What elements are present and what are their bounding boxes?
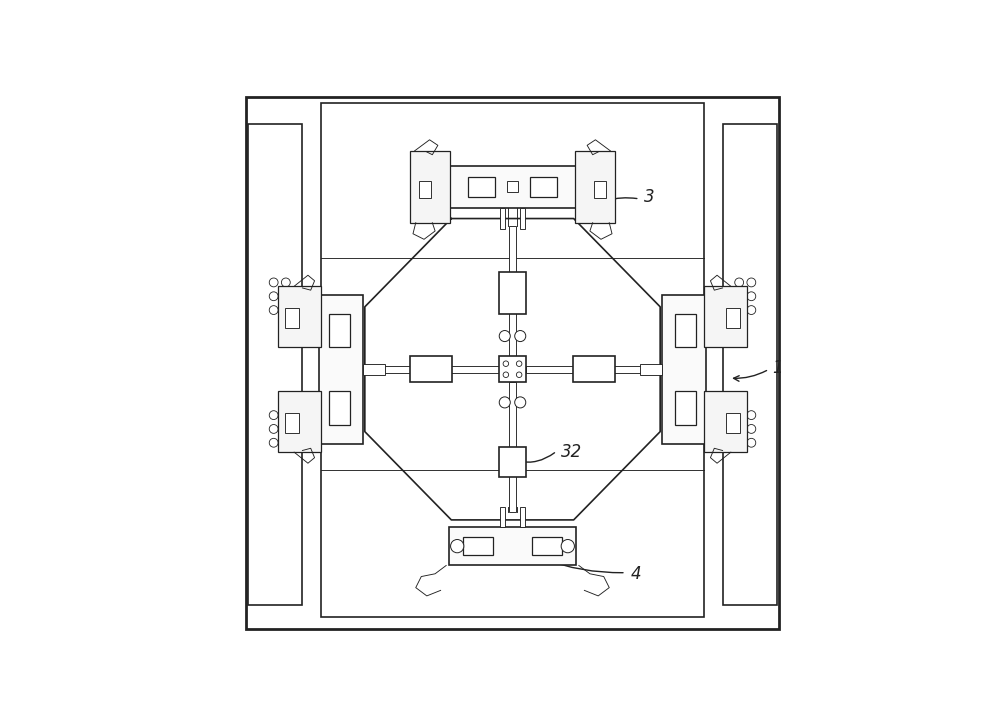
Bar (520, 508, 525, 527)
Bar (419, 181, 431, 198)
Bar (726, 309, 740, 327)
Bar (449, 527, 576, 566)
Bar (319, 294, 363, 444)
Circle shape (269, 411, 278, 419)
Circle shape (269, 292, 278, 301)
Bar (363, 364, 385, 375)
Circle shape (735, 438, 744, 447)
Circle shape (747, 411, 756, 419)
Bar (499, 356, 526, 383)
Bar (410, 356, 452, 383)
Circle shape (515, 397, 526, 408)
Circle shape (561, 539, 574, 553)
Bar (526, 366, 656, 373)
Circle shape (269, 438, 278, 447)
Bar (507, 181, 518, 192)
Circle shape (747, 278, 756, 287)
Circle shape (516, 361, 522, 366)
Circle shape (735, 278, 744, 287)
Bar (278, 286, 321, 347)
Bar (675, 391, 696, 424)
Bar (500, 508, 505, 527)
Bar (726, 414, 740, 433)
Circle shape (515, 330, 526, 342)
Bar (285, 414, 299, 433)
Bar (594, 181, 606, 198)
Circle shape (747, 292, 756, 301)
Circle shape (747, 424, 756, 434)
Bar (575, 151, 615, 223)
Bar (520, 208, 525, 228)
Bar (410, 151, 450, 223)
Circle shape (269, 278, 278, 287)
Bar (530, 177, 557, 197)
Circle shape (747, 306, 756, 314)
Bar (449, 166, 576, 208)
Bar (499, 447, 526, 477)
Bar (509, 383, 516, 513)
Circle shape (281, 411, 290, 419)
Circle shape (269, 306, 278, 314)
Circle shape (503, 361, 509, 366)
Bar (321, 103, 704, 617)
Bar (278, 391, 321, 452)
Circle shape (281, 292, 290, 301)
Circle shape (499, 397, 510, 408)
Circle shape (735, 292, 744, 301)
Circle shape (735, 411, 744, 419)
Circle shape (735, 306, 744, 314)
Bar (463, 537, 493, 555)
Circle shape (499, 330, 510, 342)
Circle shape (281, 438, 290, 447)
Circle shape (281, 278, 290, 287)
Bar (704, 286, 747, 347)
Bar (468, 177, 495, 197)
Circle shape (281, 424, 290, 434)
Text: 4: 4 (630, 565, 641, 583)
Bar (329, 391, 350, 424)
Bar (369, 366, 499, 373)
Bar (640, 364, 662, 375)
Bar (573, 356, 615, 383)
Bar (509, 226, 516, 356)
Circle shape (503, 372, 509, 378)
Text: 1: 1 (772, 359, 783, 377)
Bar (248, 123, 302, 605)
Bar (723, 123, 777, 605)
Bar (675, 314, 696, 347)
Circle shape (735, 424, 744, 434)
Bar (704, 391, 747, 452)
Circle shape (516, 372, 522, 378)
Circle shape (451, 539, 464, 553)
Bar (499, 272, 526, 314)
Bar (532, 537, 562, 555)
Bar (662, 294, 706, 444)
Text: 32: 32 (561, 443, 582, 461)
Text: 3: 3 (644, 187, 655, 206)
Circle shape (747, 438, 756, 447)
Bar (329, 314, 350, 347)
Bar (285, 309, 299, 327)
Circle shape (269, 424, 278, 434)
Bar (500, 208, 505, 228)
Circle shape (281, 306, 290, 314)
